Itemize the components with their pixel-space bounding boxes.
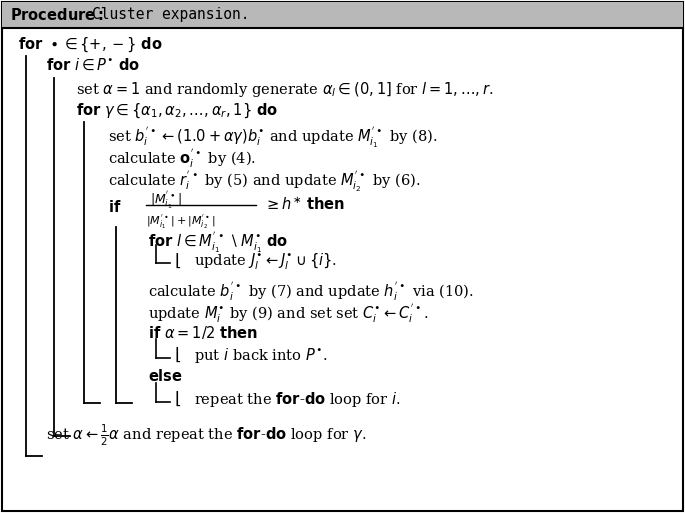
Text: $\mathbf{else}$: $\mathbf{else}$	[148, 368, 183, 384]
Text: $\lfloor$: $\lfloor$	[174, 251, 181, 269]
Text: $\mathbf{for}\ \gamma \in \{\alpha_1, \alpha_2, \ldots, \alpha_r, 1\}\ \mathbf{d: $\mathbf{for}\ \gamma \in \{\alpha_1, \a…	[76, 102, 278, 121]
Text: $\mathbf{if}\ \alpha = 1/2\ \mathbf{then}$: $\mathbf{if}\ \alpha = 1/2\ \mathbf{then…	[148, 324, 258, 341]
Text: calculate $b_i^{'\bullet}$ by (7) and update $h_i^{'\bullet}$ via (10).: calculate $b_i^{'\bullet}$ by (7) and up…	[148, 280, 474, 303]
Text: repeat the $\mathbf{for}$-$\mathbf{do}$ loop for $i$.: repeat the $\mathbf{for}$-$\mathbf{do}$ …	[194, 390, 401, 409]
Text: $|M_{i_1}^{'\bullet}|+|M_{i_2}^{'\bullet}|$: $|M_{i_1}^{'\bullet}|+|M_{i_2}^{'\bullet…	[146, 212, 216, 231]
Text: $|M_{i_1}^{'\bullet}|$: $|M_{i_1}^{'\bullet}|$	[150, 190, 182, 211]
Text: calculate $\mathbf{o}_i^{'\bullet}$ by (4).: calculate $\mathbf{o}_i^{'\bullet}$ by (…	[108, 146, 256, 170]
Text: calculate $r_i^{'\bullet}$ by (5) and update $M_{i_2}^{'\bullet}$ by (6).: calculate $r_i^{'\bullet}$ by (5) and up…	[108, 168, 421, 193]
Text: put $i$ back into $P^{\bullet}$.: put $i$ back into $P^{\bullet}$.	[194, 346, 327, 365]
Text: update $M_i^{\bullet}$ by (9) and set set $C_i^{\bullet} \leftarrow C_i^{'\bulle: update $M_i^{\bullet}$ by (9) and set se…	[148, 302, 429, 325]
Text: $\mathbf{for}\ l \in M_{i_1}^{'\bullet} \setminus M_{i_1}^{\bullet}\ \mathbf{do}: $\mathbf{for}\ l \in M_{i_1}^{'\bullet} …	[148, 229, 288, 255]
Text: $\mathbf{Procedure:}$: $\mathbf{Procedure:}$	[10, 7, 103, 23]
Text: set $\alpha \leftarrow \frac{1}{2}\alpha$ and repeat the $\mathbf{for}$-$\mathbf: set $\alpha \leftarrow \frac{1}{2}\alpha…	[46, 423, 366, 448]
Text: $\mathbf{for}\ i \in P^{\bullet}\ \mathbf{do}$: $\mathbf{for}\ i \in P^{\bullet}\ \mathb…	[46, 58, 140, 73]
Text: $\mathbf{if}$: $\mathbf{if}$	[108, 199, 121, 215]
Text: Cluster expansion.: Cluster expansion.	[92, 8, 249, 23]
Bar	[2, 2, 683, 28]
Text: set $\alpha = 1$ and randomly generate $\alpha_l \in (0,1]$ for $l = 1, \ldots, : set $\alpha = 1$ and randomly generate $…	[76, 80, 494, 99]
Text: $\lfloor$: $\lfloor$	[174, 390, 181, 408]
Text: $\geq h^{\ast}\ \mathbf{then}$: $\geq h^{\ast}\ \mathbf{then}$	[264, 196, 345, 213]
Text: $\lfloor$: $\lfloor$	[174, 346, 181, 364]
Text: set $b_i^{'\bullet} \leftarrow (1.0 + \alpha\gamma)b_i^{\bullet}$ and update $M_: set $b_i^{'\bullet} \leftarrow (1.0 + \a…	[108, 124, 437, 149]
Text: update $J_l^{\bullet} \leftarrow J_l^{\bullet} \cup \{i\}$.: update $J_l^{\bullet} \leftarrow J_l^{\b…	[194, 251, 337, 272]
Text: $\mathbf{for}\ \bullet \in \{+,-\}\ \mathbf{do}$: $\mathbf{for}\ \bullet \in \{+,-\}\ \mat…	[18, 36, 162, 54]
